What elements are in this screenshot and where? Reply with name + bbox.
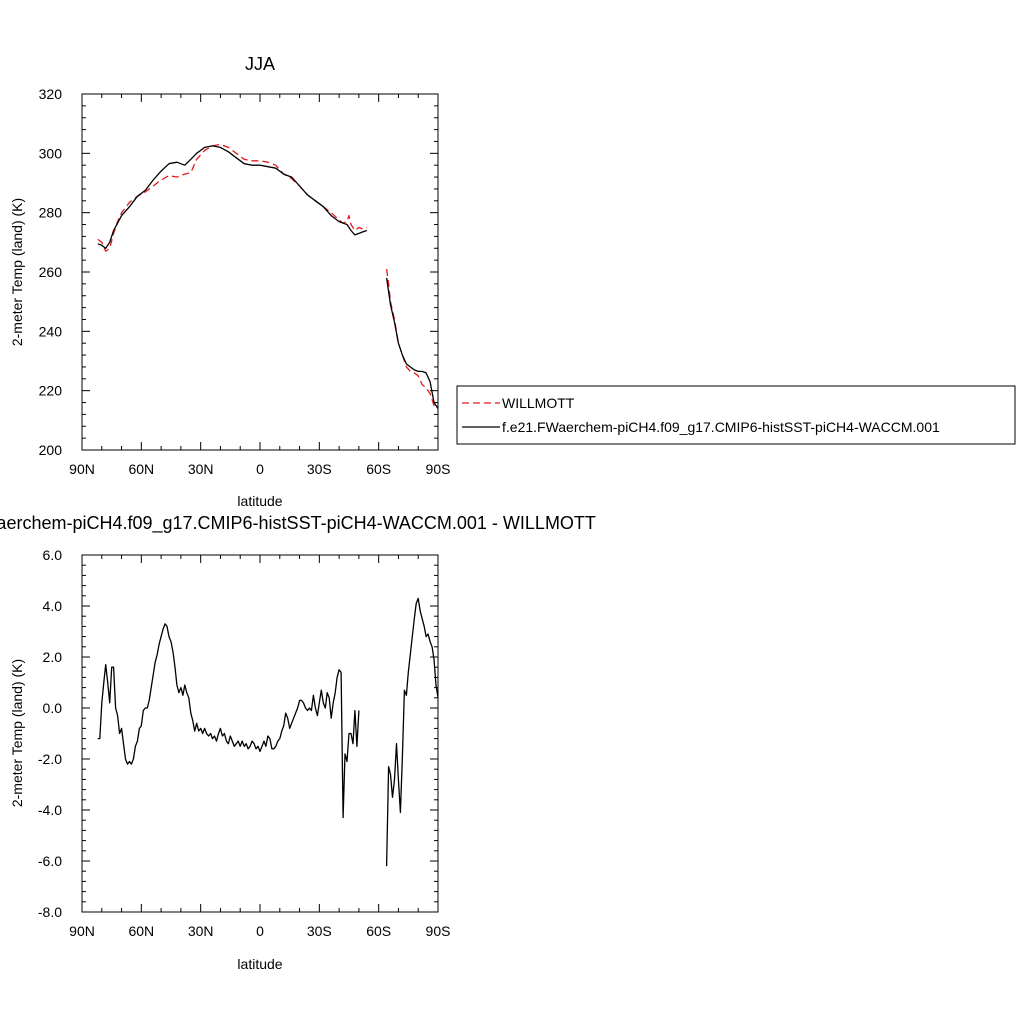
y-tick-label: 240: [39, 323, 63, 339]
series-line-0-segment-0: [97, 143, 368, 252]
x-tick-label: 60S: [366, 461, 391, 477]
x-tick-label: 30N: [188, 923, 214, 939]
axis-ticks: [81, 554, 439, 913]
x-tick-label: 90S: [426, 461, 451, 477]
series-line-0-segment-1: [385, 268, 439, 410]
x-tick-label: 60N: [128, 923, 154, 939]
y-tick-label: 2.0: [43, 649, 63, 665]
x-tick-label: 30N: [188, 461, 214, 477]
y-tick-label: -4.0: [38, 802, 62, 818]
axis-ticks: [81, 93, 439, 451]
y-tick-label: 6.0: [43, 547, 63, 563]
series-line-1-segment-0: [97, 145, 368, 249]
x-tick-label: 90S: [426, 923, 451, 939]
x-tick-label: 30S: [307, 461, 332, 477]
x-axis-label: latitude: [237, 493, 282, 509]
y-tick-label: -6.0: [38, 853, 62, 869]
chart-panel-difference: f.e21.FWaerchem-piCH4.f09_g17.CMIP6-hist…: [0, 513, 596, 972]
series-line-1-segment-1: [385, 277, 439, 409]
y-axis-label: 2-meter Temp (land) (K): [9, 198, 25, 346]
y-tick-label: 260: [39, 264, 63, 280]
tick-labels: 90N 60N 30N 0 30S 60S 90S 200 220 240 260 280 300 320: [39, 86, 451, 477]
y-tick-label: 320: [39, 86, 63, 102]
series-lines: [97, 143, 439, 410]
chart-title: JJA: [245, 54, 275, 74]
y-tick-label: 0.0: [43, 700, 63, 716]
legend: WILLMOTT f.e21.FWaerchem-piCH4.f09_g17.C…: [456, 385, 1016, 445]
x-tick-label: 60S: [366, 923, 391, 939]
y-tick-label: 280: [39, 205, 63, 221]
chart-title: f.e21.FWaerchem-piCH4.f09_g17.CMIP6-hist…: [0, 513, 596, 534]
x-tick-label: 60N: [128, 461, 154, 477]
x-tick-label: 0: [256, 461, 264, 477]
chart-panel-climatology: JJA 90N 60N 30N 0 30S 60S 90S 200 220 240 260 280 30…: [9, 54, 1016, 509]
x-tick-label: 0: [256, 923, 264, 939]
series-lines: [97, 597, 439, 867]
y-axis-label: 2-meter Temp (land) (K): [9, 659, 25, 807]
y-tick-label: -8.0: [38, 904, 62, 920]
legend-label-willmott: WILLMOTT: [502, 395, 575, 411]
x-tick-label: 90N: [69, 923, 95, 939]
x-tick-label: 30S: [307, 923, 332, 939]
legend-box: [456, 385, 1016, 445]
legend-label-model: f.e21.FWaerchem-piCH4.f09_g17.CMIP6-hist…: [502, 419, 940, 435]
x-axis-label: latitude: [237, 956, 282, 972]
series-line-0-segment-0: [97, 623, 360, 819]
y-tick-label: 220: [39, 383, 63, 399]
y-tick-label: 300: [39, 145, 63, 161]
y-tick-label: 4.0: [43, 598, 63, 614]
tick-labels: 90N 60N 30N 0 30S 60S 90S -8.0 -6.0 -4.0 -2.0 0.0 2.…: [38, 547, 451, 939]
x-tick-label: 90N: [69, 461, 95, 477]
plot-frame: [81, 93, 439, 451]
plot-frame: [81, 554, 439, 913]
y-tick-label: 200: [39, 442, 63, 458]
series-line-0-segment-1: [385, 597, 439, 867]
y-tick-label: -2.0: [38, 751, 62, 767]
